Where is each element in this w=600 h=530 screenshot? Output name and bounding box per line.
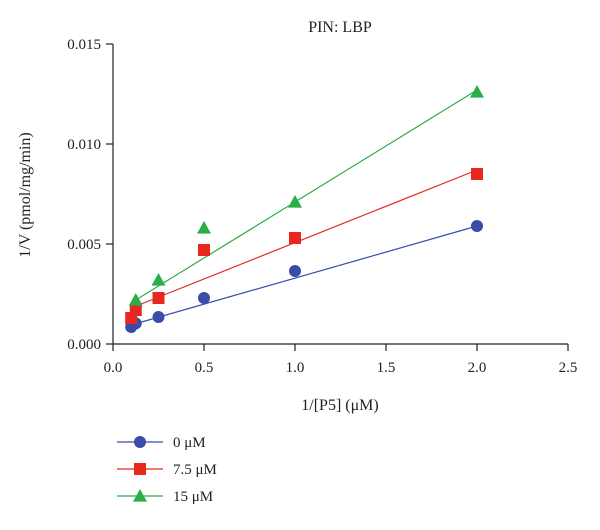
data-point [129,304,142,316]
y-ticks: 0.000 0.005 0.010 0.015 [67,37,113,353]
data-point [289,232,301,244]
x-tick-label: 2.0 [468,360,487,376]
legend-label: 0 μM [173,435,206,451]
data-point [128,293,143,306]
data-point [152,292,165,304]
data-point [470,85,484,98]
legend-marker [134,463,146,475]
y-axis-title: 1/V (pmol/mg/min) [17,132,34,257]
legend-marker [134,436,146,448]
data-point [289,265,301,277]
data-point [198,292,210,304]
x-ticks: 0.0 0.5 1.0 1.5 2.0 2.5 [104,344,578,376]
legend-marker [133,489,147,502]
data-point [152,311,165,323]
legend-label: 7.5 μM [173,462,217,478]
x-tick-label: 0.5 [195,360,214,376]
y-tick-label: 0.010 [67,137,101,153]
fit-line [135,89,478,301]
x-tick-label: 1.5 [377,360,396,376]
chart-title: PIN: LBP [308,19,372,36]
data-markers [125,85,484,333]
y-tick-label: 0.015 [67,37,101,53]
x-axis-title: 1/[P5] (μM) [301,397,378,414]
plot-area: 0.0 0.5 1.0 1.5 2.0 2.5 0.000 0.005 0.010 0.015 [67,37,577,376]
data-point [151,273,166,286]
data-point [198,244,210,256]
fit-line [131,225,478,326]
x-tick-label: 0.0 [104,360,123,376]
x-tick-label: 1.0 [286,360,305,376]
data-point [288,195,302,208]
fit-lines [130,89,478,326]
data-point [471,168,483,180]
legend: 0 μM 7.5 μM 15 μM [117,435,217,505]
x-tick-label: 2.5 [559,360,578,376]
legend-label: 15 μM [173,489,213,505]
y-tick-label: 0.005 [67,237,101,253]
data-point [197,221,211,234]
fit-line [130,169,478,309]
y-tick-label: 0.000 [67,337,101,353]
data-point [471,220,483,232]
